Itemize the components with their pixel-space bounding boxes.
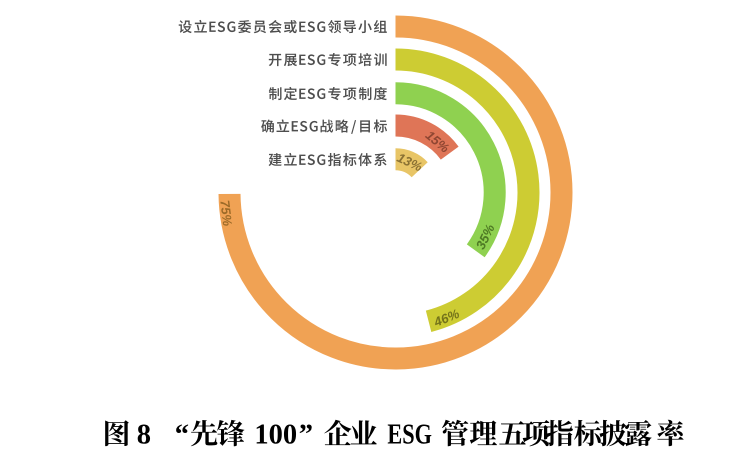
svg-text:8: 8 [137,420,151,451]
svg-text:75%: 75% [217,199,235,227]
svg-text:ESG: ESG [387,420,432,451]
svg-text:“: “ [175,420,189,451]
svg-text:”: ” [299,420,313,451]
svg-text:100: 100 [254,420,297,451]
